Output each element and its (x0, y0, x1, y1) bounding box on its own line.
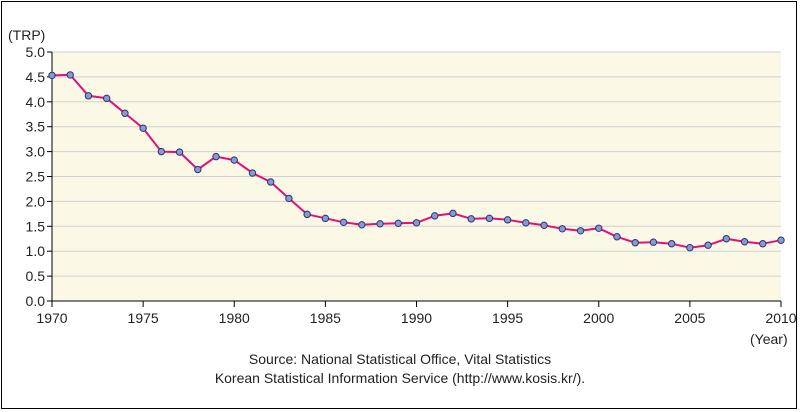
y-tick-label: 0.0 (26, 293, 46, 309)
y-tick-label: 2.0 (26, 193, 46, 209)
y-axis-label: (TRP) (8, 27, 45, 43)
data-point (485, 214, 494, 223)
data-point (431, 212, 439, 220)
data-point (358, 221, 366, 229)
data-point (649, 238, 658, 246)
y-tick-label: 4.5 (26, 69, 46, 85)
source-line-1: Source: National Statistical Office, Vit… (248, 351, 552, 367)
data-point (777, 236, 785, 244)
data-point (613, 233, 621, 241)
data-point (48, 71, 56, 80)
data-point (722, 235, 731, 243)
data-point (412, 219, 421, 227)
data-point (321, 214, 330, 223)
data-point (449, 209, 457, 218)
x-tick-label: 2010 (765, 310, 796, 326)
x-tick-label: 1995 (492, 310, 523, 326)
data-point (667, 240, 676, 248)
x-tick-label: 2005 (674, 310, 705, 326)
data-point (759, 240, 767, 248)
data-point (66, 71, 74, 79)
data-point (139, 124, 147, 132)
plot-area: 0.0 0.5 1.0 1.5 2.0 2.5 3.0 3.5 4.0 4.5 5.0 1970 197… (26, 44, 797, 326)
data-point (704, 241, 712, 249)
source-line-2: Korean Statistical Information Service (… (214, 370, 586, 386)
data-point (121, 109, 129, 117)
x-tick-label: 1985 (310, 310, 341, 326)
data-point (576, 227, 585, 235)
x-tick-label: 1990 (401, 310, 432, 326)
x-axis-label: (Year) (750, 331, 788, 347)
y-tick-label: 1.0 (26, 243, 46, 259)
y-tick-label: 5.0 (26, 44, 46, 60)
data-point (175, 148, 184, 156)
data-point (212, 152, 220, 161)
x-tick-label: 1975 (128, 310, 159, 326)
y-tick-label: 1.5 (26, 218, 46, 234)
data-point (394, 219, 402, 228)
data-point (339, 218, 348, 227)
data-point (522, 219, 530, 227)
data-point (558, 225, 566, 233)
data-point (157, 147, 166, 156)
data-point (631, 239, 639, 247)
x-tick-label: 1970 (36, 310, 67, 326)
y-tick-label: 0.5 (26, 268, 46, 284)
data-point (467, 215, 475, 223)
data-point (84, 92, 93, 100)
x-tick-label: 1980 (219, 310, 250, 326)
data-point (248, 169, 257, 177)
data-point (540, 221, 548, 230)
data-point (740, 238, 749, 246)
data-point (102, 94, 111, 103)
data-point (194, 165, 202, 174)
y-tick-label: 3.5 (26, 119, 46, 135)
data-point (376, 220, 384, 228)
y-tick-label: 2.5 (26, 169, 46, 185)
y-tick-label: 4.0 (26, 94, 46, 110)
data-point (595, 224, 603, 232)
x-tick-label: 2000 (583, 310, 614, 326)
data-point (503, 216, 512, 224)
y-tick-label: 3.0 (26, 144, 46, 160)
data-point (686, 244, 694, 252)
data-point (230, 156, 238, 164)
data-point (303, 210, 311, 219)
data-point (285, 194, 293, 203)
data-point (267, 178, 275, 186)
